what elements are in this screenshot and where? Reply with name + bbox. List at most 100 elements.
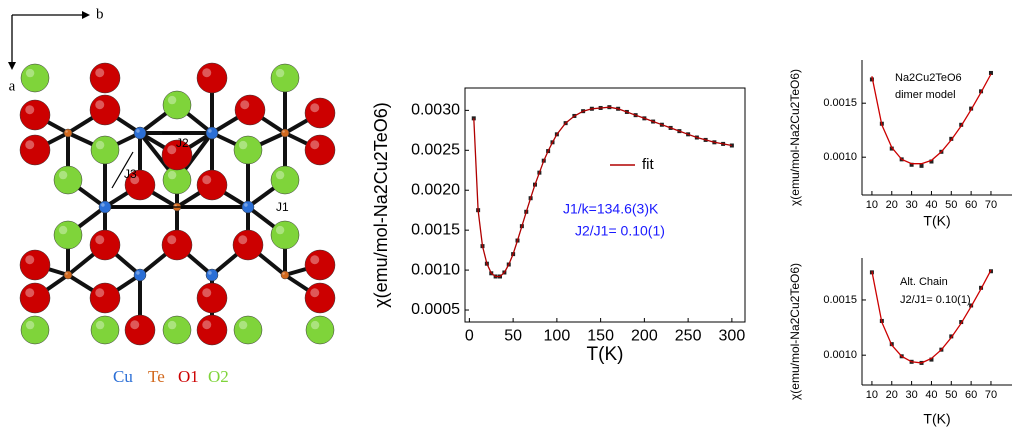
cu-atom-shine [208,129,212,133]
o2-atom-shine [310,320,320,330]
o2-atom [270,165,300,195]
o1-atom-shine [310,255,320,265]
o1-atom [196,282,228,314]
fit-line [871,269,992,364]
o2-atom [53,165,83,195]
o1-atom [304,249,336,281]
o2-atom [20,315,50,345]
coupling-label: J3 [124,167,137,181]
crystal-lattice: J2 J3 J1 [19,62,336,346]
o1-atom-shine [25,140,35,150]
o1-atom [89,282,121,314]
coupling-label: J2 [176,136,189,150]
o1-atom [196,169,228,201]
cu-atom-shine [101,203,105,207]
x-axis-label: T(K) [923,213,950,229]
x-tick-label: 50 [945,389,957,401]
o2-atom-shine [238,320,248,330]
x-tick-label: 40 [925,389,937,401]
coupling-arrow [111,151,134,189]
y-axis-label: χ(emu/mol-Na2Cu2TeO6) [371,102,391,308]
o1-atom [232,229,264,261]
fit-line [871,73,992,165]
te-atom-shine [282,130,285,133]
o1-atom [19,282,51,314]
legend-label: O2 [208,367,229,386]
x-tick-label: 300 [719,328,746,345]
x-tick-label: 70 [985,389,997,401]
o1-atom-shine [240,100,250,110]
legend-label: fit [642,156,655,173]
y-tick-label: 0.0010 [823,349,857,361]
legend-label: O1 [178,367,199,386]
o1-atom [161,139,193,171]
te-atom [63,128,73,138]
o1-atom [304,134,336,166]
o1-atom [124,169,156,201]
data-point [889,146,894,151]
cu-atom [98,200,112,214]
o2-atom-shine [275,68,285,78]
cu-atom-shine [136,271,140,275]
o1-atom-shine [167,235,177,245]
o1-atom-shine [238,235,248,245]
te-atom [280,128,290,138]
o1-atom [19,99,51,131]
x-tick-label: 150 [587,328,614,345]
o1-atom [19,134,51,166]
y-tick-label: 0.0030 [411,102,460,119]
fit-line [473,106,733,278]
te-atom-shine [65,130,68,133]
o1-atom [19,249,51,281]
y-tick-label: 0.0005 [411,301,460,318]
o1-atom [234,94,266,126]
o1-atom-shine [95,235,105,245]
o1-atom-shine [310,140,320,150]
x-tick-label: 100 [544,328,571,345]
cu-atom [133,268,147,282]
o2-atom [53,220,83,250]
o1-atom-shine [130,175,140,185]
o1-atom-shine [202,68,212,78]
o1-atom-shine [25,255,35,265]
x-tick-label: 70 [985,199,997,211]
x-axis-label: T(K) [587,344,624,365]
o2-atom [90,315,120,345]
plot-frame [464,87,746,323]
y-tick-label: 0.0015 [823,294,857,306]
o2-atom-shine [275,170,285,180]
legend-label: Te [148,367,165,386]
o2-atom-shine [275,225,285,235]
x-tick-label: 40 [925,199,937,211]
axis-a: a [9,78,16,94]
data-point [929,357,934,362]
x-tick-label: 20 [886,199,898,211]
y-tick-label: 0.0020 [411,181,460,198]
cu-atom-shine [208,271,212,275]
o2-atom-shine [25,320,35,330]
data-point [929,159,934,164]
o2-atom [233,135,263,165]
o1-atom-shine [167,145,177,155]
o1-atom-shine [95,68,105,78]
x-tick-label: 10 [866,199,878,211]
o2-atom [270,63,300,93]
axes-arrows [11,14,85,65]
arrow-head [8,62,16,70]
x-tick-label: 30 [905,199,917,211]
x-axis-label: T(K) [923,411,950,427]
te-atom-shine [65,272,68,275]
x-tick-label: 200 [631,328,658,345]
o1-atom [196,62,228,94]
o1-atom [89,229,121,261]
x-tick-label: 0 [465,328,474,345]
cu-atom [205,126,219,140]
o1-atom-shine [25,288,35,298]
x-tick-label: 50 [945,199,957,211]
x-tick-label: 20 [886,389,898,401]
o2-atom [305,315,335,345]
o2-atom [233,315,263,345]
cu-atom [133,126,147,140]
data-point [988,70,993,75]
